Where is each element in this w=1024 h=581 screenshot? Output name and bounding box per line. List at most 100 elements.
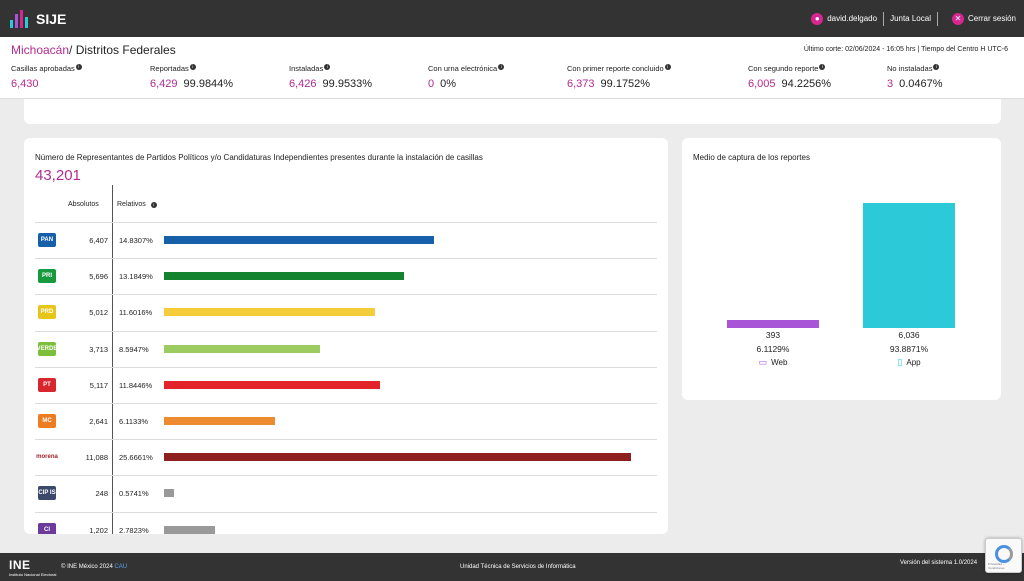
bar[interactable]	[164, 453, 631, 462]
stat-label: Con urna electrónica	[428, 64, 498, 73]
footer-version: Versión del sistema 1.0/2024	[900, 560, 978, 566]
relative-value: 14.8307%	[119, 236, 153, 245]
representatives-title: Número de Representantes de Partidos Pol…	[35, 153, 483, 162]
capture-percent: 6.1129%	[756, 344, 790, 354]
stat-percent: 0.0467%	[899, 78, 943, 90]
table-row: PRD 5,012 11.6016%	[35, 294, 657, 330]
user-icon: ●	[811, 12, 824, 25]
party-logo-icon: MC	[38, 414, 56, 428]
stat-value: 6,430	[11, 78, 39, 90]
stat-casillas-aprobadas: Casillas aprobadas i 6,430	[11, 64, 82, 90]
stat-value: 6,005	[748, 78, 776, 90]
stat-label: Con segundo reporte	[748, 64, 819, 73]
absolute-value: 5,696	[89, 272, 108, 282]
table-row: morena 11,088 25.6661%	[35, 439, 657, 475]
table-row: VERDE 3,713 8.5947%	[35, 330, 657, 367]
info-icon[interactable]: i	[324, 64, 331, 70]
bar[interactable]	[164, 380, 380, 389]
capture-label: App	[906, 358, 921, 367]
cutoff-time: Último corte: 02/06/2024 - 16:05 hrs | T…	[803, 46, 1008, 53]
logout-button[interactable]: Cerrar sesión	[967, 14, 1016, 23]
stat-label: Instaladas	[289, 64, 324, 73]
relative-value: 11.8446%	[119, 380, 153, 390]
separator	[936, 11, 938, 26]
capture-absolute: 393	[765, 330, 781, 340]
relative-value: 6.1133%	[119, 417, 149, 426]
bar[interactable]	[164, 272, 404, 281]
stat-primer-reporte: Con primer reporte concluido i 6,373 99.17…	[567, 64, 671, 90]
ine-logo-text: INE	[9, 558, 31, 572]
info-icon[interactable]: i	[498, 64, 505, 70]
bar[interactable]	[164, 308, 376, 317]
page-title: Michoacán/ Distritos Federales	[11, 43, 176, 57]
stat-percent: 99.1752%	[600, 78, 651, 90]
cau-link[interactable]: CAU	[114, 564, 128, 570]
separator	[883, 11, 885, 26]
collapsed-panel	[24, 99, 1001, 124]
capture-bar[interactable]	[727, 319, 819, 328]
stat-urna-electronica: Con urna electrónica i 0 0%	[428, 64, 505, 90]
info-icon[interactable]: i	[189, 64, 196, 70]
party-logo-icon: PAN	[38, 233, 56, 247]
bar[interactable]	[164, 417, 276, 425]
absolute-value: 2,641	[89, 417, 108, 426]
info-icon[interactable]: i	[150, 201, 157, 208]
section-name: / Distritos Federales	[69, 43, 176, 57]
stat-reportadas: Reportadas i 6,429 99.9844%	[150, 64, 233, 90]
stat-value: 6,426	[289, 78, 317, 90]
relative-value: 2.7823%	[119, 525, 149, 534]
bar[interactable]	[164, 525, 215, 534]
stat-percent: 0%	[440, 78, 457, 90]
capture-title: Medio de captura de los reportes	[693, 153, 810, 162]
user-role: Junta Local	[890, 14, 931, 23]
stat-no-instaladas: No instaladas i 3 0.0467%	[887, 64, 943, 90]
column-header-label: Relativos	[117, 201, 146, 208]
top-bar: SIJE ● david.delgado Junta Local ✕ Cerra…	[0, 0, 1024, 37]
state-name[interactable]: Michoacán	[11, 43, 70, 57]
stat-percent: 99.9844%	[183, 78, 234, 90]
bar[interactable]	[164, 344, 321, 353]
bar[interactable]	[164, 489, 175, 498]
absolute-value: 3,713	[89, 344, 108, 354]
stat-label: Reportadas	[150, 64, 189, 73]
stat-label: No instaladas	[887, 64, 933, 73]
capture-bar[interactable]	[863, 203, 955, 328]
phone-icon: ▯	[897, 357, 903, 367]
representatives-card: Número de Representantes de Partidos Pol…	[24, 138, 668, 534]
stat-segundo-reporte: Con segundo reporte i 6,005 94.2256%	[748, 64, 831, 90]
column-divider	[112, 185, 113, 534]
capture-medium-card: Medio de captura de los reportes 393 6.11…	[682, 138, 1001, 400]
recaptcha-text: Privacidad - Condiciones	[988, 562, 1005, 570]
stat-label: Casillas aprobadas	[11, 64, 75, 73]
party-logo-icon: PRI	[38, 269, 56, 284]
info-icon[interactable]: i	[75, 64, 82, 70]
ine-logo: INE Instituto Nacional Electoral	[9, 558, 56, 577]
party-logo-icon: morena	[36, 450, 58, 465]
stat-value: 6,429	[150, 78, 178, 90]
table-row: CIP IS 248 0.5741%	[35, 475, 657, 511]
user-name[interactable]: david.delgado	[827, 14, 878, 23]
table-row: PT 5,117 11.8446%	[35, 366, 657, 403]
info-icon[interactable]: i	[819, 64, 826, 70]
recaptcha-icon	[995, 545, 1013, 563]
representatives-total: 43,201	[35, 167, 81, 184]
party-logo-icon: CIP IS	[38, 486, 56, 501]
absolute-value: 1,202	[89, 525, 108, 534]
recaptcha-badge[interactable]: Privacidad - Condiciones	[985, 538, 1022, 573]
table-row: PRI 5,696 13.1849%	[35, 258, 657, 294]
info-icon[interactable]: i	[664, 64, 671, 70]
absolute-value: 11,088	[85, 453, 108, 463]
bar[interactable]	[164, 236, 434, 244]
capture-percent: 93.8871%	[889, 344, 929, 354]
app-logo[interactable]: SIJE	[10, 9, 66, 28]
footer-unit: Unidad Técnica de Servicios de Informáti…	[460, 564, 576, 570]
close-icon[interactable]: ✕	[951, 12, 964, 25]
party-logo-icon: PRD	[38, 305, 56, 320]
stat-label: Con primer reporte concluido	[567, 64, 664, 73]
info-icon[interactable]: i	[933, 64, 940, 70]
ine-logo-subtitle: Instituto Nacional Electoral	[9, 572, 57, 577]
relative-value: 11.6016%	[119, 308, 153, 318]
stat-percent: 94.2256%	[781, 78, 832, 90]
relative-value: 13.1849%	[119, 272, 153, 282]
party-logo-icon: PT	[38, 377, 56, 392]
